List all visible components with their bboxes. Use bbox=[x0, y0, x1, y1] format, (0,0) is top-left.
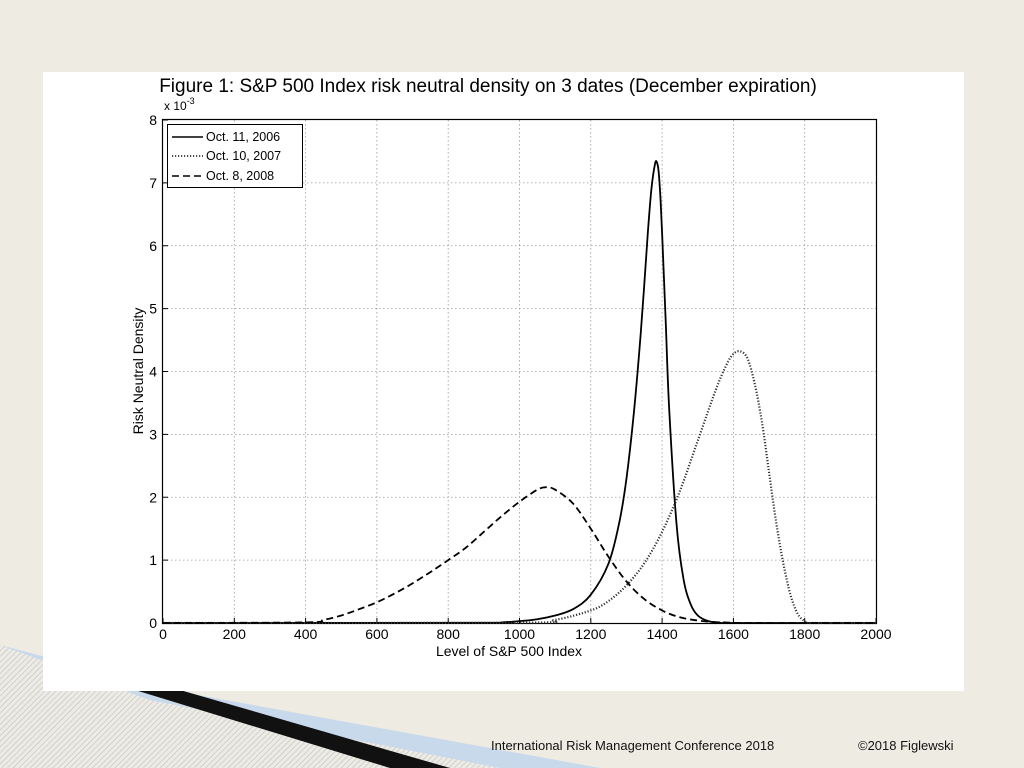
y-tick-label: 3 bbox=[149, 426, 157, 442]
legend-label-oct-10-2007: Oct. 10, 2007 bbox=[206, 149, 281, 163]
chart-title: Figure 1: S&P 500 Index risk neutral den… bbox=[159, 76, 817, 97]
x-axis-label: Level of S&P 500 Index bbox=[436, 643, 582, 659]
risk-neutral-density-chart: Figure 1: S&P 500 Index risk neutral den… bbox=[130, 76, 892, 659]
series-line-1 bbox=[162, 349, 876, 625]
y-tick-label: 0 bbox=[149, 615, 157, 631]
y-tick-label: 6 bbox=[149, 238, 157, 254]
y-tick-label: 5 bbox=[149, 301, 157, 317]
y-tick-label: 2 bbox=[149, 489, 157, 505]
y-tick-label: 4 bbox=[149, 364, 157, 380]
footer-copyright-text: ©2018 Figlewski bbox=[858, 738, 954, 753]
y-tick-label: 8 bbox=[149, 112, 157, 128]
y-multiplier-exponent: -3 bbox=[187, 96, 195, 106]
figure-panel: Figure 1: S&P 500 Index risk neutral den… bbox=[43, 72, 964, 691]
x-tick-label: 1600 bbox=[718, 626, 749, 642]
x-tick-label: 2000 bbox=[860, 626, 891, 642]
x-tick-label: 1800 bbox=[789, 626, 820, 642]
series bbox=[162, 160, 876, 625]
y-tick-label: 7 bbox=[149, 175, 157, 191]
black-ribbon bbox=[135, 690, 450, 768]
y-tick-label: 1 bbox=[149, 552, 157, 568]
legend-label-oct-11-2006: Oct. 11, 2006 bbox=[206, 130, 280, 144]
grid bbox=[163, 120, 876, 623]
y-multiplier-label: x 10-3 bbox=[164, 96, 195, 113]
y-multiplier-base: x 10 bbox=[164, 99, 187, 113]
x-tick-label: 600 bbox=[365, 626, 389, 642]
hatched-ribbon bbox=[0, 645, 600, 768]
y-axis-label: Risk Neutral Density bbox=[130, 308, 146, 435]
legend: Oct. 11, 2006 Oct. 10, 2007 Oct. 8, 2008 bbox=[167, 124, 303, 188]
x-tick-label: 400 bbox=[294, 626, 318, 642]
x-tick-label: 1400 bbox=[647, 626, 678, 642]
series-line-2 bbox=[162, 486, 876, 624]
x-tick-label: 800 bbox=[437, 626, 461, 642]
footer-conference-text: International Risk Management Conference… bbox=[491, 738, 775, 753]
x-tick-label: 1000 bbox=[504, 626, 535, 642]
x-tick-label: 1200 bbox=[575, 626, 606, 642]
legend-label-oct-8-2008: Oct. 8, 2008 bbox=[206, 169, 274, 183]
x-tick-label: 0 bbox=[159, 626, 167, 642]
series-line-0 bbox=[162, 160, 876, 624]
axis-ticks: 0 200 400 600 800 1000 1200 1400 1600 1800 2000 0 1 2… bbox=[149, 112, 892, 642]
plot-frame bbox=[161, 118, 878, 625]
x-tick-label: 200 bbox=[223, 626, 247, 642]
